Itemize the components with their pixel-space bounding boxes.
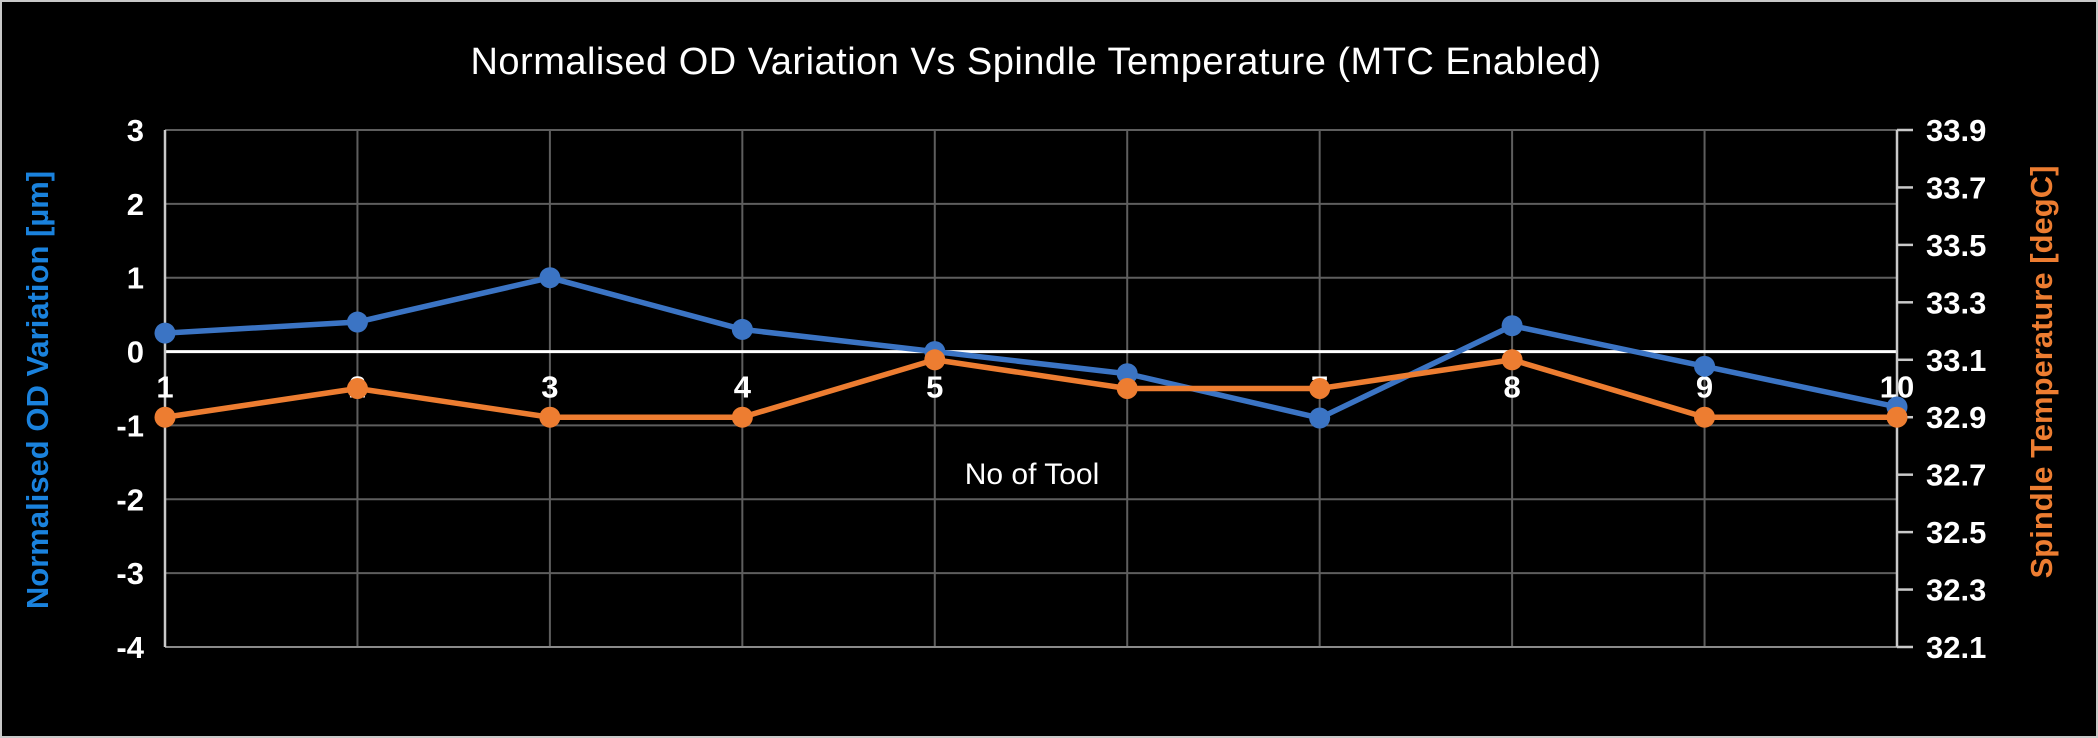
series-marker-spindle-temperature (1116, 378, 1138, 399)
series-line-od-variation (162, 274, 1900, 421)
right-tick-label: 33.1 (1926, 343, 1986, 378)
series-marker-od-variation (346, 311, 368, 333)
left-tick-label: 1 (127, 261, 144, 296)
x-category-label: 5 (926, 370, 943, 405)
right-axis-title: Spindle Temperature [degC] (2024, 166, 2059, 579)
x-axis-title: No of Tool (965, 458, 1100, 491)
right-tick-label: 33.5 (1926, 228, 1986, 263)
x-category-label: 8 (1503, 370, 1520, 405)
right-tick-label: 32.7 (1926, 458, 1986, 493)
left-tick-label: -1 (116, 408, 144, 443)
left-tick-label: -4 (116, 630, 144, 665)
series-marker-od-variation (539, 267, 561, 289)
x-category-label: 3 (541, 370, 558, 405)
left-tick-label: -3 (116, 556, 144, 591)
series-marker-spindle-temperature (924, 349, 946, 371)
series-marker-spindle-temperature (346, 378, 368, 399)
left-tick-label: 2 (127, 187, 144, 222)
series-marker-spindle-temperature (1309, 378, 1331, 399)
right-tick-label: 32.1 (1926, 630, 1986, 665)
series-marker-spindle-temperature (154, 406, 176, 428)
right-tick-label: 33.7 (1926, 170, 1986, 205)
right-tick-label: 32.9 (1926, 400, 1986, 435)
series-marker-od-variation (1309, 407, 1331, 429)
right-tick-label: 32.3 (1926, 573, 1986, 608)
series-marker-spindle-temperature (1501, 349, 1523, 371)
x-category-label: 9 (1696, 370, 1713, 405)
x-category-label: 1 (156, 370, 173, 405)
series-marker-od-variation (1116, 363, 1138, 385)
series-marker-spindle-temperature (1694, 406, 1716, 428)
left-tick-label: 0 (127, 335, 144, 370)
left-axis-title: Normalised OD Variation [µm] (20, 171, 55, 609)
series-marker-spindle-temperature (539, 406, 561, 428)
series-marker-od-variation (154, 322, 176, 344)
left-tick-label: 3 (127, 113, 144, 148)
left-tick-label: -2 (116, 482, 144, 517)
right-tick-label: 33.3 (1926, 285, 1986, 320)
series-marker-od-variation (731, 318, 753, 340)
series-marker-spindle-temperature (731, 406, 753, 428)
chart-title: Normalised OD Variation Vs Spindle Tempe… (470, 41, 1601, 83)
series-line-spindle-temperature (162, 357, 1900, 420)
right-tick-label: 33.9 (1926, 113, 1986, 148)
x-category-label: 4 (734, 370, 752, 405)
right-tick-label: 32.5 (1926, 515, 1986, 550)
series-marker-spindle-temperature (1886, 406, 1908, 428)
series-marker-od-variation (1694, 355, 1716, 377)
series-marker-od-variation (1501, 315, 1523, 337)
plot-dynamic-layer: 3210-1-2-3-433.933.733.533.333.132.932.7… (116, 113, 1986, 665)
